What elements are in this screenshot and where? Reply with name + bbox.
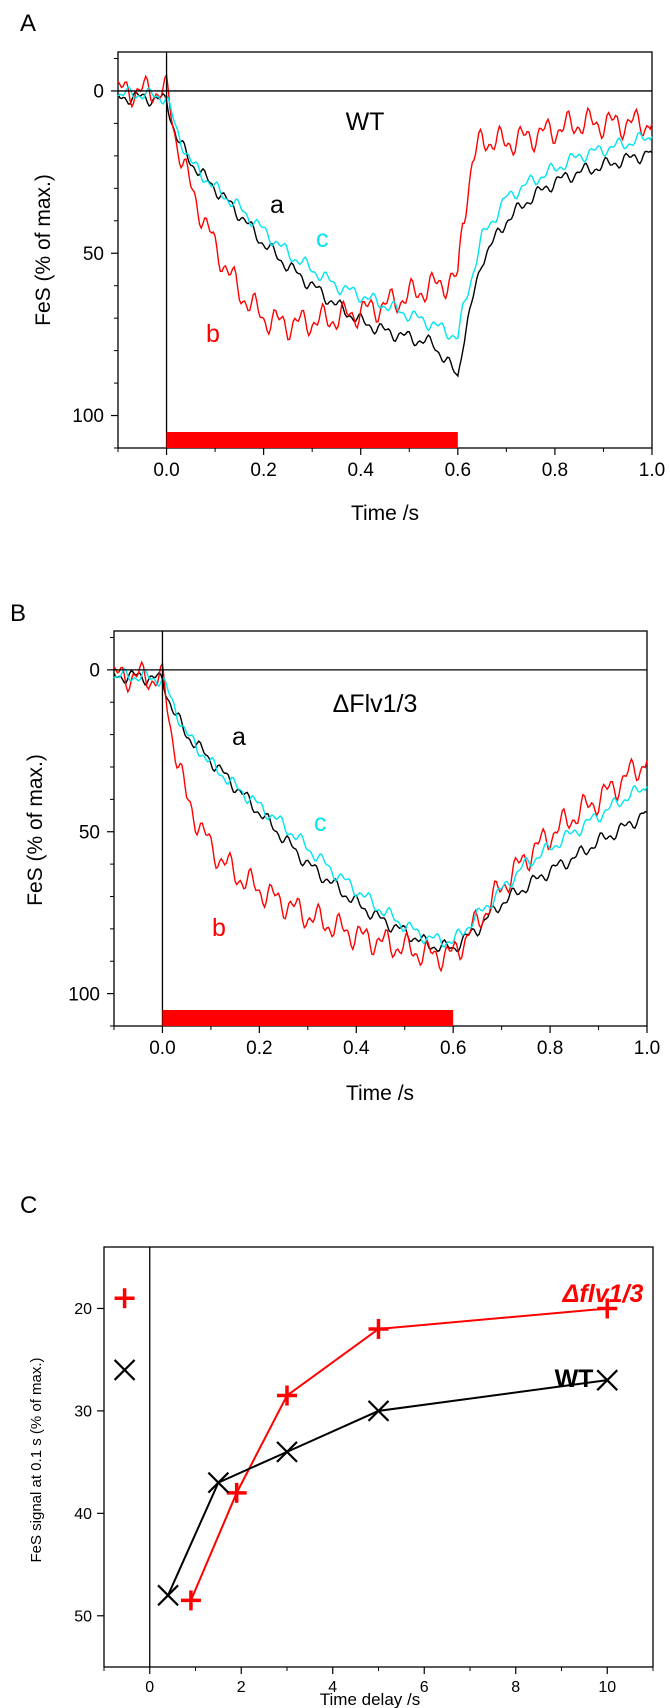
panel-c-series-dflv-marker (597, 1298, 618, 1319)
panel-a: A 0.0 0.2 0.4 0.6 0.8 1.0 0 50 100 Time /s FeS (… (20, 10, 665, 525)
panel-a-x-tick-label: 0.0 (153, 460, 179, 481)
panel-b-annotation: ΔFlv1/3 (333, 690, 418, 718)
panel-a-y-tick-label: 100 (72, 406, 104, 427)
panel-c-y-tick-label: 50 (74, 1608, 92, 1625)
panel-b-y-tick-label: 50 (79, 822, 100, 843)
panel-b-series-b-line (113, 660, 648, 973)
panel-c: C 0 2 4 6 8 10 20 30 40 50 Time delay /s FeS sign… (20, 1192, 654, 1708)
panel-b-x-tick-label: 0.8 (537, 1038, 563, 1059)
panel-a-y-tick-label: 50 (83, 244, 104, 265)
panel-a-y-tick-label: 0 (93, 82, 104, 103)
panel-a-light-bar (166, 432, 458, 448)
panel-b-light-bar (162, 1010, 454, 1026)
panel-b-axes-layer: 0.0 0.2 0.4 0.6 0.8 1.0 0 50 100 (68, 631, 660, 1059)
panel-c-series-dflv-marker (114, 1288, 135, 1309)
panel-c-letter: C (20, 1192, 37, 1219)
panel-c-series-wt-marker (113, 1359, 136, 1381)
panel-c-y-tick-label: 20 (74, 1301, 92, 1318)
panel-a-ylabel: FeS (% of max.) (32, 174, 55, 326)
panel-c-x-tick-label: 6 (420, 1679, 429, 1696)
panel-c-series-dflv-marker (226, 1482, 247, 1503)
panel-b-series-c-line (113, 667, 648, 948)
panel-b-x-tick-label: 1.0 (634, 1038, 660, 1059)
panel-a-x-tick-label: 0.6 (445, 460, 471, 481)
panel-b-x-tick-label: 0.2 (246, 1038, 272, 1059)
panel-c-series-layer (113, 1288, 619, 1611)
panel-c-y-tick-label: 30 (74, 1404, 92, 1421)
panel-b-series-label-b: b (212, 914, 226, 942)
panel-c-y-tick-label: 40 (74, 1506, 92, 1523)
panel-b-xlabel: Time /s (346, 1082, 414, 1105)
panel-c-series-wt-marker (367, 1400, 390, 1422)
panel-a-series-label-b: b (206, 320, 220, 348)
panel-b-x-tick-label: 0.6 (440, 1038, 466, 1059)
panel-b-series-a-line (113, 669, 648, 953)
panel-c-x-tick-label: 0 (145, 1679, 154, 1696)
panel-c-xlabel: Time delay /s (320, 1690, 420, 1708)
panel-c-series-dflv-marker (180, 1590, 201, 1611)
panel-b-series-label-a: a (232, 723, 246, 751)
panel-a-series-label-a: a (270, 191, 284, 219)
panel-c-series-wt-line (167, 1379, 608, 1596)
panel-a-xlabel: Time /s (351, 502, 419, 525)
panel-a-x-tick-label: 0.2 (250, 460, 276, 481)
panel-b: B 0.0 0.2 0.4 0.6 0.8 1.0 0 50 100 Time /s FeS (… (10, 600, 660, 1105)
panel-c-series-wt-marker (596, 1369, 619, 1391)
panel-c-legend-wt: WT (555, 1365, 594, 1393)
panel-a-x-tick-label: 0.4 (348, 460, 375, 481)
panel-b-y-tick-label: 0 (89, 661, 100, 682)
panel-a-series-label-c: c (316, 225, 329, 253)
panel-c-x-tick-label: 4 (328, 1679, 337, 1696)
panel-c-axes-layer: 0 2 4 6 8 10 20 30 40 50 (74, 1247, 654, 1696)
panel-c-series-dflv-marker (368, 1318, 389, 1339)
panel-c-series-wt-marker (207, 1471, 230, 1494)
panel-a-x-tick-label: 1.0 (639, 460, 665, 481)
panel-a-series-b-line (117, 72, 653, 341)
panel-c-ylabel: FeS signal at 0.1 s (% of max.) (28, 1357, 45, 1562)
panel-b-letter: B (10, 600, 26, 627)
panel-b-x-tick-label: 0.4 (343, 1038, 370, 1059)
panel-c-x-tick-label: 10 (598, 1679, 616, 1696)
panel-c-legend-dflv: Δflv1/3 (562, 1280, 644, 1308)
panel-a-plot-frame (117, 51, 653, 449)
panel-a-annotation: WT (346, 108, 385, 136)
panel-c-x-tick-label: 8 (511, 1679, 520, 1696)
panel-c-series-dflv-line (190, 1307, 608, 1601)
panel-c-x-tick-label: 2 (237, 1679, 246, 1696)
panel-a-x-tick-label: 0.8 (542, 460, 568, 481)
panel-c-plot-frame (103, 1246, 654, 1668)
panel-b-ylabel: FeS (% of max.) (24, 754, 47, 906)
panel-a-series-layer (117, 72, 653, 378)
panel-a-series-c-line (117, 85, 653, 341)
panel-b-x-tick-label: 0.0 (149, 1038, 175, 1059)
panel-b-y-tick-label: 100 (68, 984, 100, 1005)
panel-c-series-wt-marker (157, 1584, 179, 1607)
panel-b-series-label-c: c (314, 809, 327, 837)
panel-a-series-a-line (117, 90, 653, 378)
panel-a-letter: A (20, 10, 36, 37)
panel-c-series-dflv-marker (277, 1385, 297, 1406)
panel-a-axes-layer: 0.0 0.2 0.4 0.6 0.8 1.0 0 50 100 (72, 52, 665, 481)
panel-b-series-layer (113, 660, 648, 973)
panel-c-series-wt-marker (276, 1441, 298, 1463)
